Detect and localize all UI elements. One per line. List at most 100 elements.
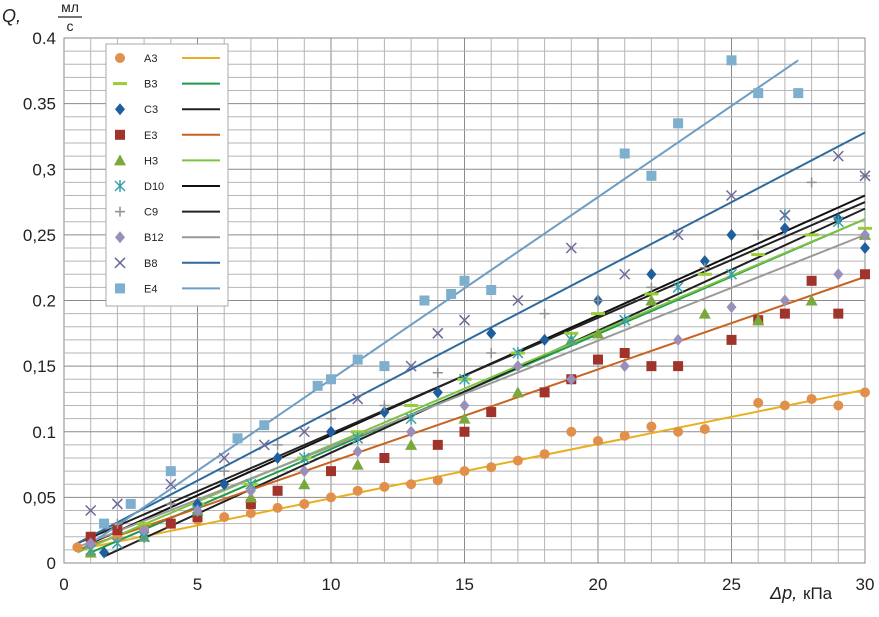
- data-point-a3: [619, 430, 630, 441]
- tick-labels: 0 5 10 15 20 25 30 0 0,05 0.1 0,15 0.2 0,25 0,3 0.35 0.…: [23, 29, 875, 594]
- data-point-c9: [646, 282, 657, 293]
- data-point-h3: [405, 438, 418, 450]
- legend-item-a3: A3: [115, 53, 220, 65]
- data-point-b8: [458, 314, 471, 326]
- data-point-c3: [326, 425, 336, 438]
- data-point-h3: [458, 412, 471, 424]
- data-point-b12: [673, 333, 684, 346]
- trend-line-b12: [76, 233, 866, 549]
- data-point-h3: [805, 294, 818, 306]
- data-point-a3: [486, 462, 497, 473]
- data-point-b3: [137, 522, 152, 526]
- data-point-h3: [244, 491, 257, 503]
- data-point-d10: [725, 268, 738, 281]
- data-point-b12: [619, 360, 630, 373]
- data-point-a3: [779, 400, 790, 411]
- legend-item-d10: D10: [114, 180, 220, 193]
- data-point-b12: [245, 484, 256, 497]
- data-point-b12: [406, 425, 417, 438]
- data-point-h3: [592, 327, 604, 339]
- series-b8: [85, 150, 871, 517]
- legend-label: E4: [144, 283, 157, 295]
- data-point-e4: [99, 518, 110, 529]
- y-tick-label: 0.4: [32, 29, 56, 48]
- legend-item-e3: E3: [115, 129, 220, 142]
- legend-marker: [114, 180, 126, 192]
- data-point-c9: [486, 348, 497, 358]
- data-point-e4: [459, 275, 470, 286]
- data-point-c3: [272, 452, 283, 464]
- data-point-d10: [565, 333, 577, 346]
- trend-line-b8: [76, 131, 866, 545]
- y-tick-label: 0.1: [32, 423, 56, 442]
- legend-label: B8: [144, 258, 157, 270]
- data-point-c3: [219, 478, 230, 491]
- data-point-b3: [751, 253, 766, 257]
- data-point-b8: [111, 498, 123, 510]
- data-point-b8: [165, 478, 177, 490]
- data-point-b8: [565, 242, 577, 254]
- trend-line-h3: [76, 218, 866, 554]
- data-point-b8: [298, 426, 310, 438]
- data-point-e4: [326, 374, 336, 385]
- data-point-a3: [512, 455, 523, 466]
- legend-label: H3: [144, 155, 158, 167]
- data-point-c3: [699, 255, 710, 268]
- y-tick-label: 0,3: [32, 160, 56, 179]
- series-c3: [99, 213, 870, 559]
- data-point-b8: [672, 229, 684, 241]
- legend-item-b12: B12: [115, 231, 220, 244]
- data-point-c9: [432, 367, 443, 378]
- legend-marker: [115, 53, 125, 63]
- data-point-a3: [406, 479, 417, 490]
- data-point-e3: [326, 466, 336, 477]
- x-tick-label: 25: [722, 575, 741, 594]
- data-point-e3: [860, 269, 870, 280]
- data-point-d10: [405, 412, 417, 425]
- data-point-a3: [833, 400, 844, 411]
- data-point-e3: [806, 275, 817, 286]
- data-point-d10: [832, 215, 844, 228]
- legend-item-b3: B3: [113, 79, 220, 91]
- data-point-a3: [860, 387, 870, 398]
- legend-marker: [115, 283, 125, 294]
- legend-label: B3: [144, 79, 157, 91]
- data-point-e3: [539, 387, 550, 398]
- data-point-b3: [404, 404, 419, 407]
- data-point-e3: [192, 512, 203, 523]
- data-point-a3: [326, 492, 336, 503]
- legend-marker: [115, 231, 125, 244]
- data-point-b8: [725, 189, 738, 202]
- data-point-b8: [352, 393, 364, 405]
- data-point-d10: [672, 281, 684, 294]
- legend-item-c9: C9: [115, 206, 220, 219]
- data-point-e3: [619, 348, 630, 358]
- x-axis-unit: кПа: [803, 584, 833, 603]
- data-point-e4: [232, 433, 243, 444]
- x-axis-symbol: Δp,: [769, 583, 797, 603]
- legend-marker: [115, 129, 125, 140]
- data-point-b8: [512, 294, 524, 307]
- data-points: [72, 55, 872, 559]
- data-point-b8: [218, 452, 230, 464]
- trend-line-c9: [76, 201, 866, 545]
- data-point-a3: [459, 466, 470, 477]
- x-tick-label: 20: [589, 575, 608, 594]
- data-point-e4: [673, 118, 684, 129]
- data-point-b3: [591, 312, 605, 316]
- data-point-d10: [619, 314, 631, 327]
- y-axis-title: Q, мл с: [2, 0, 82, 34]
- data-point-a3: [699, 424, 710, 435]
- x-tick-label: 15: [455, 575, 474, 594]
- data-point-a3: [753, 397, 764, 408]
- data-point-b3: [564, 331, 579, 335]
- legend-label: A3: [144, 53, 157, 65]
- data-point-b3: [804, 233, 819, 237]
- data-point-a3: [299, 498, 310, 509]
- trend-line-c3: [103, 207, 866, 558]
- data-point-e4: [419, 295, 430, 306]
- data-point-b3: [697, 272, 712, 276]
- x-tick-label: 30: [856, 575, 875, 594]
- series-e4: [99, 55, 804, 529]
- data-point-c3: [432, 386, 443, 399]
